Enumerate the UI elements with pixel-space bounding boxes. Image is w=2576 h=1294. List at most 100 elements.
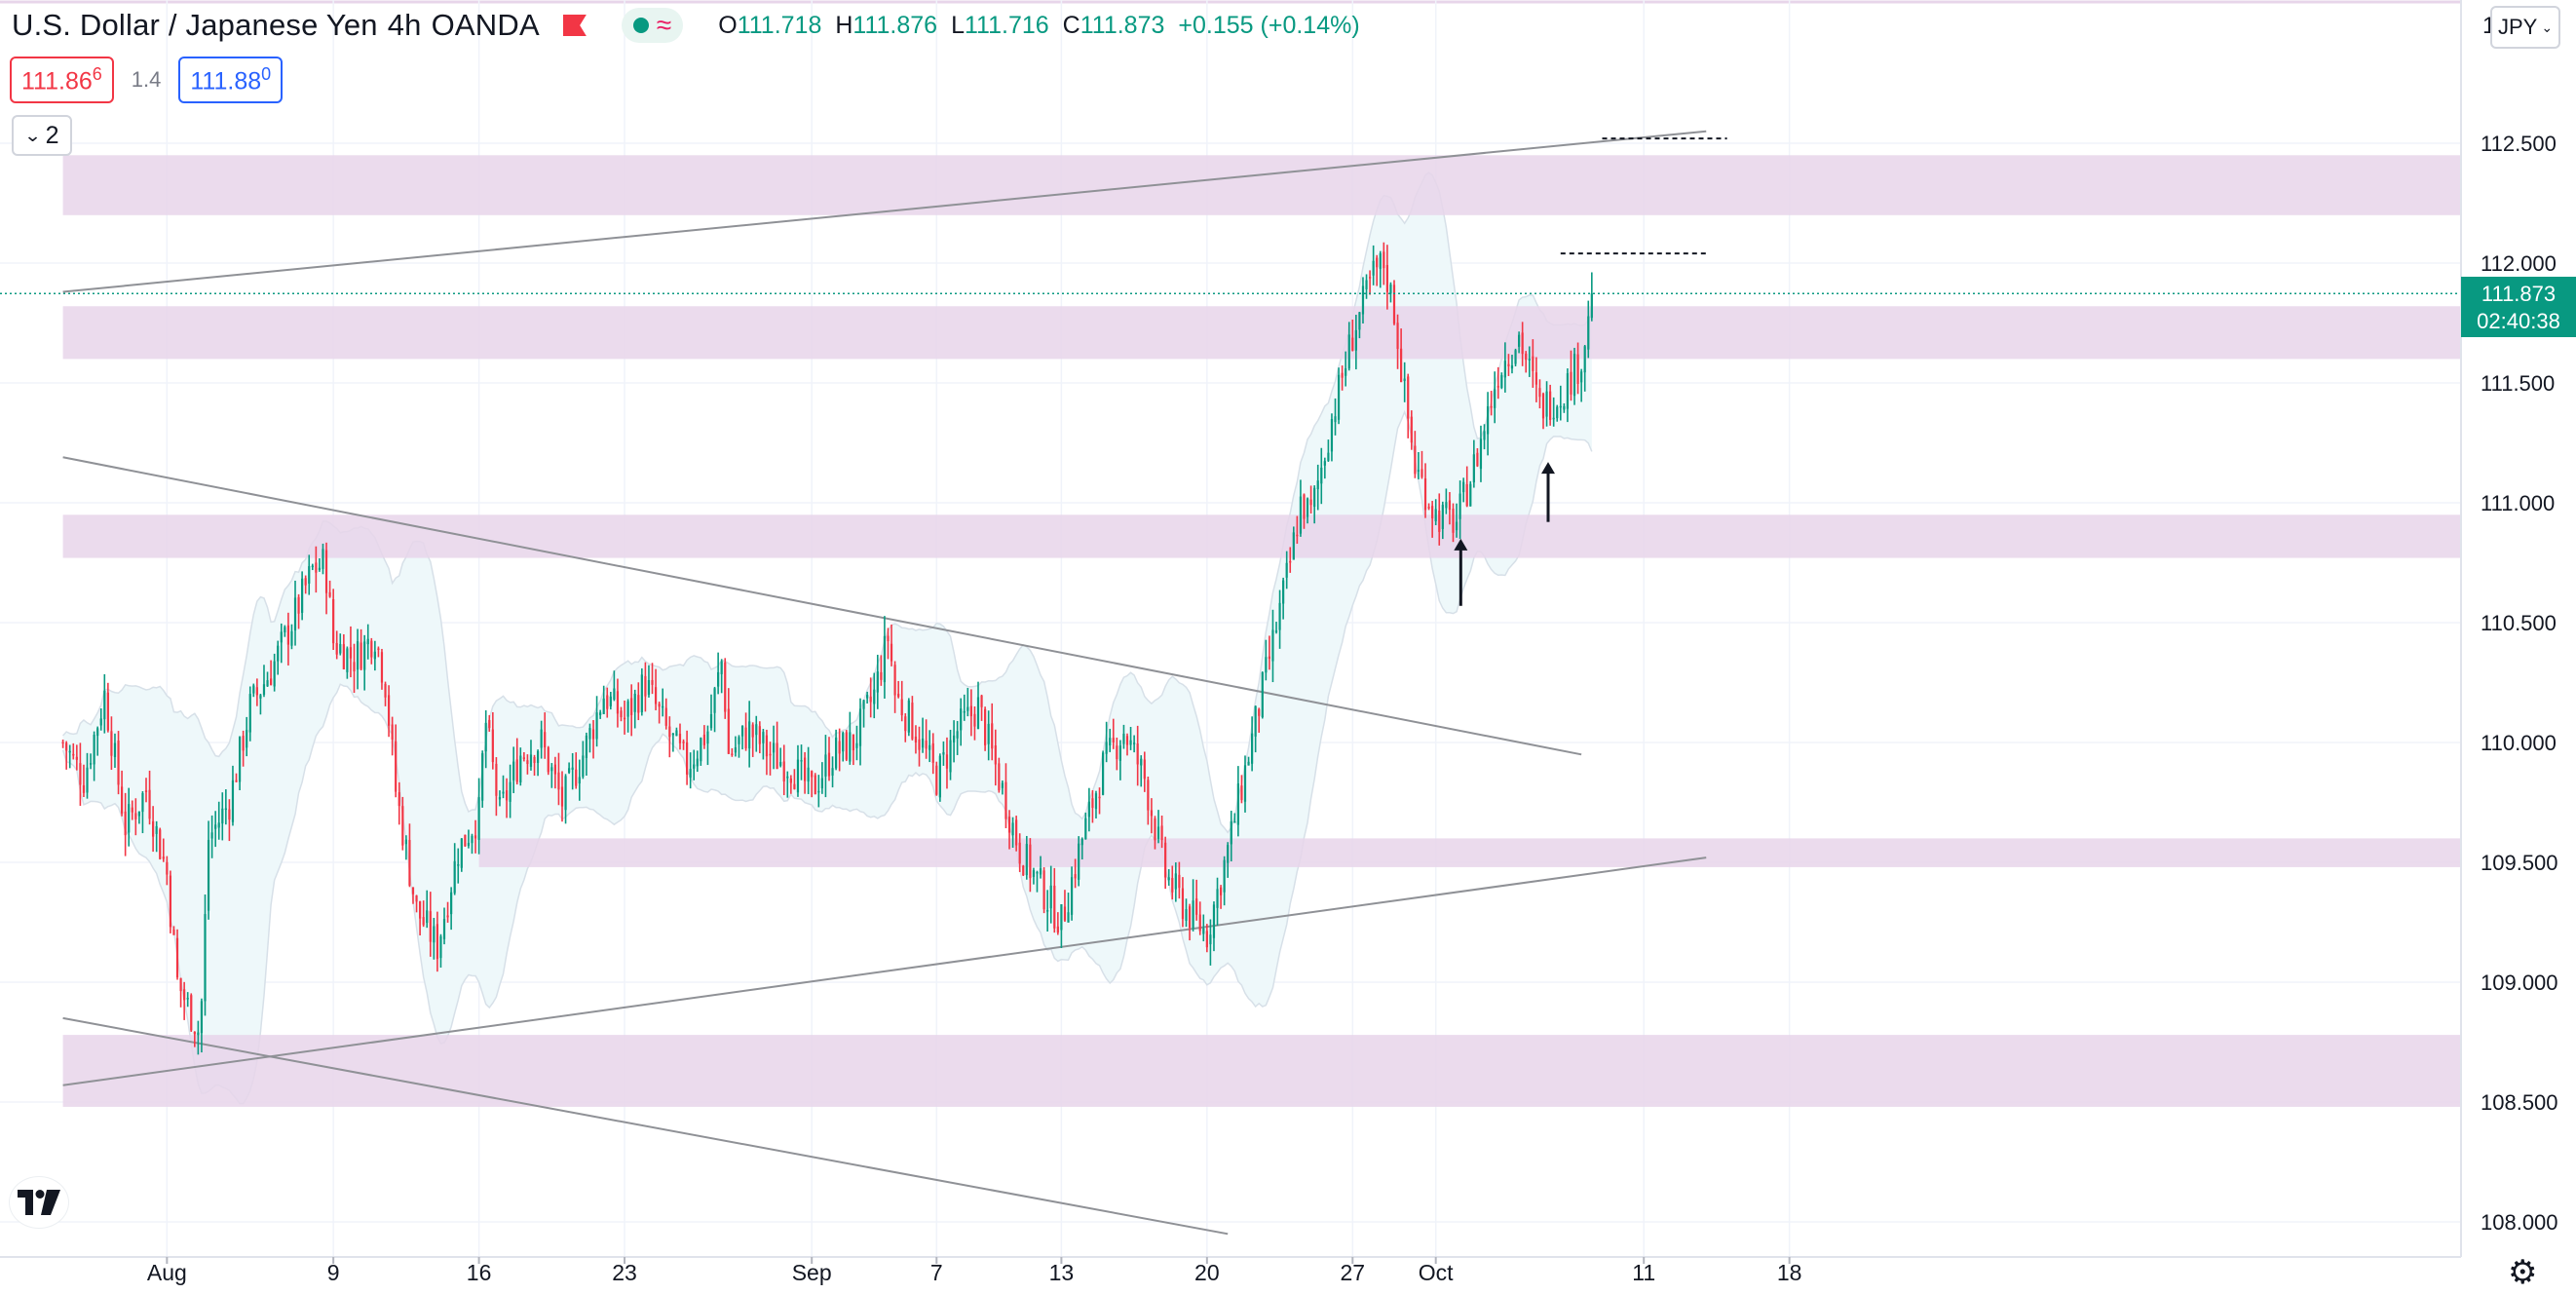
- candle: [522, 751, 525, 762]
- candle: [1056, 912, 1059, 935]
- candle-body: [103, 690, 106, 720]
- candle: [1070, 866, 1074, 921]
- candle: [980, 694, 983, 721]
- candle-body: [1227, 845, 1230, 863]
- candle-body: [1417, 470, 1421, 472]
- candle: [349, 626, 353, 678]
- candle: [1216, 877, 1219, 926]
- candle-body: [193, 1031, 196, 1035]
- interval-label[interactable]: 4h: [387, 8, 422, 42]
- indicators-toggle-button[interactable]: ⌄ 2: [12, 115, 72, 156]
- candle-body: [242, 736, 245, 751]
- candle-body: [89, 763, 93, 765]
- candle-body: [293, 597, 297, 630]
- candle: [685, 730, 689, 785]
- candle: [1587, 300, 1590, 359]
- candle: [246, 716, 248, 757]
- candle: [99, 708, 102, 731]
- candle: [1164, 836, 1167, 890]
- candle-body: [1306, 498, 1309, 517]
- candle-body: [786, 776, 789, 779]
- candle: [512, 746, 515, 793]
- candle-body: [1209, 934, 1212, 945]
- tradingview-logo[interactable]: [10, 1177, 68, 1228]
- flag-icon[interactable]: [562, 15, 587, 36]
- candle-body: [772, 742, 776, 753]
- candle: [838, 728, 841, 772]
- candle: [1341, 365, 1344, 391]
- candle-body: [204, 914, 207, 1002]
- candle: [824, 735, 827, 798]
- candle: [152, 806, 155, 853]
- candle-body: [61, 742, 64, 744]
- candle-body: [1566, 373, 1570, 409]
- candle: [1410, 410, 1413, 450]
- ohlc-values: O111.718 H111.876 L111.716 C111.873 +0.1…: [718, 12, 1359, 40]
- candle-body: [776, 742, 778, 769]
- candle: [1476, 448, 1479, 468]
- sell-button[interactable]: 111.866: [10, 57, 114, 104]
- candle: [1379, 250, 1382, 288]
- candle: [852, 734, 855, 766]
- candle-body: [82, 784, 86, 793]
- candle-body: [620, 710, 623, 718]
- candle-body: [1053, 885, 1056, 929]
- candle-body: [720, 661, 723, 674]
- arrow-head: [1540, 462, 1555, 475]
- candle: [422, 900, 425, 928]
- candle-body: [1140, 758, 1143, 766]
- candle-body: [404, 839, 407, 845]
- candle-body: [207, 840, 210, 911]
- candle: [509, 764, 511, 818]
- high-value: 111.876: [852, 11, 938, 39]
- candle: [1098, 787, 1101, 815]
- candle: [172, 926, 175, 935]
- candle: [1195, 879, 1198, 921]
- candle-body: [938, 755, 941, 798]
- candle: [460, 838, 463, 872]
- price-tick-label: 111.000: [2481, 491, 2555, 515]
- candle: [883, 616, 887, 699]
- candle: [453, 843, 456, 895]
- candle-body: [980, 695, 983, 707]
- candle: [769, 742, 772, 776]
- buy-button[interactable]: 111.880: [178, 57, 284, 104]
- candle: [1316, 464, 1319, 511]
- candle: [876, 654, 879, 709]
- candle: [464, 834, 467, 848]
- candle-body: [1254, 705, 1257, 737]
- candle-body: [918, 739, 921, 750]
- indicator-status-pill[interactable]: ≈: [621, 8, 684, 43]
- candle: [1309, 485, 1312, 514]
- candle-body: [831, 768, 834, 776]
- candle-body: [183, 989, 186, 1001]
- candle: [1265, 639, 1268, 681]
- candle-body: [824, 754, 827, 777]
- candle: [796, 744, 800, 797]
- currency-button[interactable]: JPY ⌄: [2490, 6, 2560, 49]
- candle: [1385, 245, 1388, 310]
- candle: [377, 646, 380, 658]
- candle-body: [769, 753, 772, 756]
- symbol-title[interactable]: U.S. Dollar / Japanese Yen: [12, 8, 378, 42]
- candle-body: [547, 747, 549, 773]
- candle: [1358, 311, 1361, 339]
- candle: [439, 933, 442, 969]
- candle-body: [858, 708, 862, 746]
- spread-value: 1.4: [131, 67, 162, 93]
- candle-body: [1323, 461, 1326, 466]
- candle: [1074, 858, 1077, 889]
- candle-body: [301, 578, 304, 613]
- candle-body: [1188, 906, 1192, 929]
- candle: [1556, 404, 1559, 422]
- gear-icon[interactable]: ⚙: [2508, 1254, 2538, 1291]
- candle: [1101, 750, 1105, 796]
- candle-body: [488, 719, 491, 729]
- candle: [1049, 865, 1052, 924]
- candle-body: [1337, 374, 1341, 420]
- candle-body: [373, 651, 376, 660]
- candle: [662, 688, 664, 717]
- candle: [966, 687, 969, 717]
- candle-body: [106, 692, 109, 731]
